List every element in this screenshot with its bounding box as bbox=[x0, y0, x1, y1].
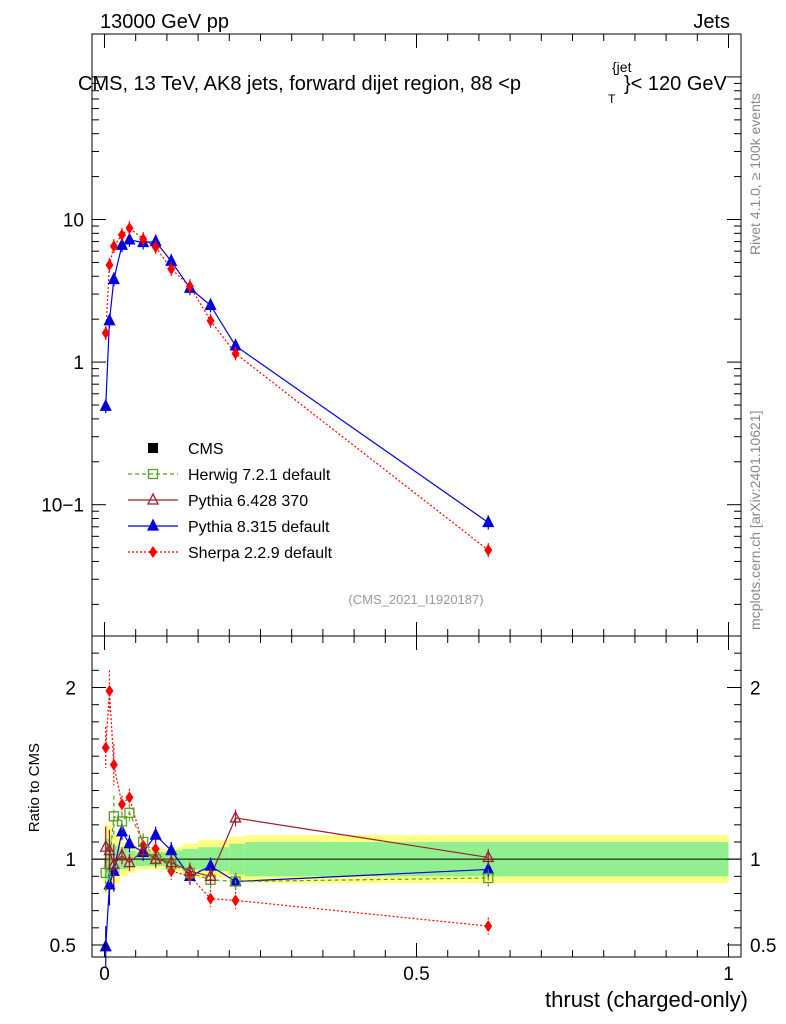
pythia-8-315-default-ratio-point bbox=[115, 824, 129, 837]
pythia-6-428-370-ratio-point bbox=[229, 810, 242, 823]
legend-entry-cms-marker bbox=[148, 443, 158, 453]
ratio-y-tick-label-right: 0.5 bbox=[750, 936, 776, 957]
legend-entry-pythia-6-428-370-label: Pythia 6.428 370 bbox=[188, 493, 308, 510]
sherpa-2-2-9-default-main-point bbox=[139, 233, 148, 246]
ratio-y-tick-label: 0.5 bbox=[50, 936, 76, 957]
pythia-8-315-default-main-point bbox=[103, 313, 116, 326]
pythia-8-315-default-main-point bbox=[123, 232, 136, 245]
legend-entry-pythia-8-315-default-marker bbox=[146, 518, 160, 531]
herwig-7-2-1-default-ratio-line bbox=[105, 811, 489, 883]
side-mcplots-label: mcplots.cern.ch [arXiv:2401.10621] bbox=[747, 411, 763, 630]
ratio-y-tick-label-right: 1 bbox=[750, 850, 761, 871]
legend-entry-sherpa-2-2-9-default-marker bbox=[149, 546, 157, 558]
chart-title-subscript: T bbox=[608, 92, 616, 106]
sherpa-2-2-9-default-ratio-point bbox=[151, 842, 160, 855]
legend-entry-herwig-7-2-1-default: Herwig 7.2.1 default bbox=[128, 467, 331, 484]
chart-title: CMS, 13 TeV, AK8 jets, forward dijet reg… bbox=[78, 59, 728, 106]
legend-entry-herwig-7-2-1-default-label: Herwig 7.2.1 default bbox=[188, 467, 331, 484]
header-left-label: 13000 GeV pp bbox=[100, 11, 229, 33]
sherpa-2-2-9-default-ratio-point bbox=[109, 758, 118, 771]
chart-axes: 0 0.5 1 10 1 10−1 2 2 1 1 0.5 0.5 bbox=[41, 33, 776, 985]
sherpa-2-2-9-default-ratio-point bbox=[484, 920, 493, 933]
sherpa-2-2-9-default-main-point bbox=[185, 280, 194, 293]
sherpa-2-2-9-default-ratio-point bbox=[101, 741, 110, 754]
ratio-uncertainty-bands bbox=[92, 824, 741, 894]
main-y-tick-label: 10−1 bbox=[41, 496, 84, 517]
pythia-6-428-370-ratio-point bbox=[165, 855, 178, 868]
sherpa-2-2-9-default-main-point bbox=[117, 228, 126, 241]
sherpa-2-2-9-default-main-point bbox=[151, 241, 160, 254]
chart-markers bbox=[99, 221, 495, 968]
pythia-6-428-370-ratio-point bbox=[183, 863, 197, 876]
ratio-y-axis-label: Ratio to CMS bbox=[26, 743, 43, 832]
pythia-6-428-370-ratio-point bbox=[107, 856, 120, 869]
chart-legend: CMS Herwig 7.2.1 default Pythia 6.428 370 P… bbox=[128, 441, 333, 562]
legend-entry-sherpa-2-2-9-default-label: Sherpa 2.2.9 default bbox=[188, 545, 333, 562]
sherpa-2-2-9-default-main-point bbox=[109, 240, 118, 253]
sherpa-2-2-9-default-ratio-point bbox=[231, 894, 240, 907]
x-axis-label: thrust (charged-only) bbox=[545, 987, 748, 1012]
analysis-reference: (CMS_2021_I1920187) bbox=[348, 592, 483, 607]
pythia-8-315-default-ratio-point bbox=[149, 827, 162, 840]
sherpa-2-2-9-default-main-point bbox=[231, 347, 240, 360]
pythia-6-428-370-ratio-point bbox=[149, 851, 162, 864]
herwig-7-2-1-default-ratio-point bbox=[124, 807, 135, 818]
pythia-8-315-default-ratio-point bbox=[123, 836, 136, 849]
legend-entry-pythia-8-315-default-label: Pythia 8.315 default bbox=[188, 519, 330, 536]
pythia-6-428-370-ratio-point bbox=[482, 849, 495, 863]
chart-title-end: }< 120 GeV bbox=[624, 73, 728, 95]
pythia-8-315-default-main-point bbox=[204, 297, 217, 311]
herwig-7-2-1-default-ratio-point bbox=[483, 872, 494, 884]
pythia-6-428-370-ratio-point bbox=[204, 868, 217, 881]
sherpa-2-2-9-default-main-point bbox=[125, 222, 134, 235]
sherpa-2-2-9-default-ratio-point bbox=[117, 798, 126, 811]
legend-entry-sherpa-2-2-9-default: Sherpa 2.2.9 default bbox=[128, 545, 333, 562]
sherpa-2-2-9-default-ratio-point bbox=[125, 791, 134, 804]
x-tick-label: 0 bbox=[99, 964, 110, 985]
sherpa-2-2-9-default-main-point bbox=[167, 262, 176, 275]
pythia-6-428-370-ratio-point bbox=[115, 848, 129, 861]
main-y-tick-label: 1 bbox=[73, 353, 84, 374]
ratio-y-tick-label-right: 2 bbox=[750, 678, 761, 699]
x-tick-label: 1 bbox=[723, 964, 734, 985]
sherpa-2-2-9-default-ratio-point bbox=[105, 684, 114, 697]
pythia-8-315-default-main-point bbox=[99, 398, 112, 411]
x-tick-label: 0.5 bbox=[403, 964, 429, 985]
ratio-y-tick-label: 1 bbox=[65, 850, 76, 871]
pythia-6-428-370-ratio-line bbox=[105, 817, 489, 878]
legend-entry-pythia-8-315-default: Pythia 8.315 default bbox=[128, 518, 330, 536]
sherpa-2-2-9-default-main-point bbox=[206, 314, 215, 327]
pythia-8-315-default-main-point bbox=[482, 515, 495, 528]
pythia-6-428-370-ratio-point bbox=[103, 843, 116, 856]
chart-title-main: CMS, 13 TeV, AK8 jets, forward dijet reg… bbox=[78, 73, 521, 95]
ratio-plot-frame bbox=[91, 635, 742, 958]
sherpa-2-2-9-default-main-point bbox=[105, 258, 114, 271]
ratio-y-tick-label: 2 bbox=[65, 678, 76, 699]
pythia-6-428-370-ratio-point bbox=[123, 855, 136, 868]
sherpa-2-2-9-default-main-point bbox=[484, 544, 493, 557]
pythia-8-315-default-main-line bbox=[105, 239, 489, 524]
sherpa-2-2-9-default-ratio-line bbox=[105, 690, 489, 927]
main-y-tick-label: 10 bbox=[63, 211, 84, 232]
herwig-7-2-1-default-ratio-point bbox=[116, 816, 128, 827]
sherpa-2-2-9-default-ratio-point bbox=[206, 892, 215, 905]
pythia-8-315-default-main-point bbox=[107, 271, 120, 285]
pythia-6-428-370-ratio-point bbox=[137, 843, 150, 856]
legend-entry-pythia-6-428-370-marker bbox=[146, 492, 160, 505]
header-right-label: Jets bbox=[693, 11, 730, 33]
herwig-7-2-1-default-ratio-point bbox=[230, 876, 241, 887]
legend-entry-cms-label: CMS bbox=[188, 441, 224, 458]
chart-title-superscript: {jet bbox=[612, 59, 632, 75]
legend-entry-herwig-7-2-1-default-marker bbox=[147, 468, 159, 480]
sherpa-2-2-9-default-main-point bbox=[101, 327, 110, 340]
legend-entry-pythia-6-428-370: Pythia 6.428 370 bbox=[128, 492, 308, 510]
pythia-8-315-default-ratio-point bbox=[103, 877, 116, 890]
side-rivet-label: Rivet 4.1.0, ≥ 100k events bbox=[747, 93, 763, 255]
legend-entry-cms: CMS bbox=[148, 441, 224, 458]
pythia-8-315-default-ratio-point bbox=[99, 939, 112, 952]
